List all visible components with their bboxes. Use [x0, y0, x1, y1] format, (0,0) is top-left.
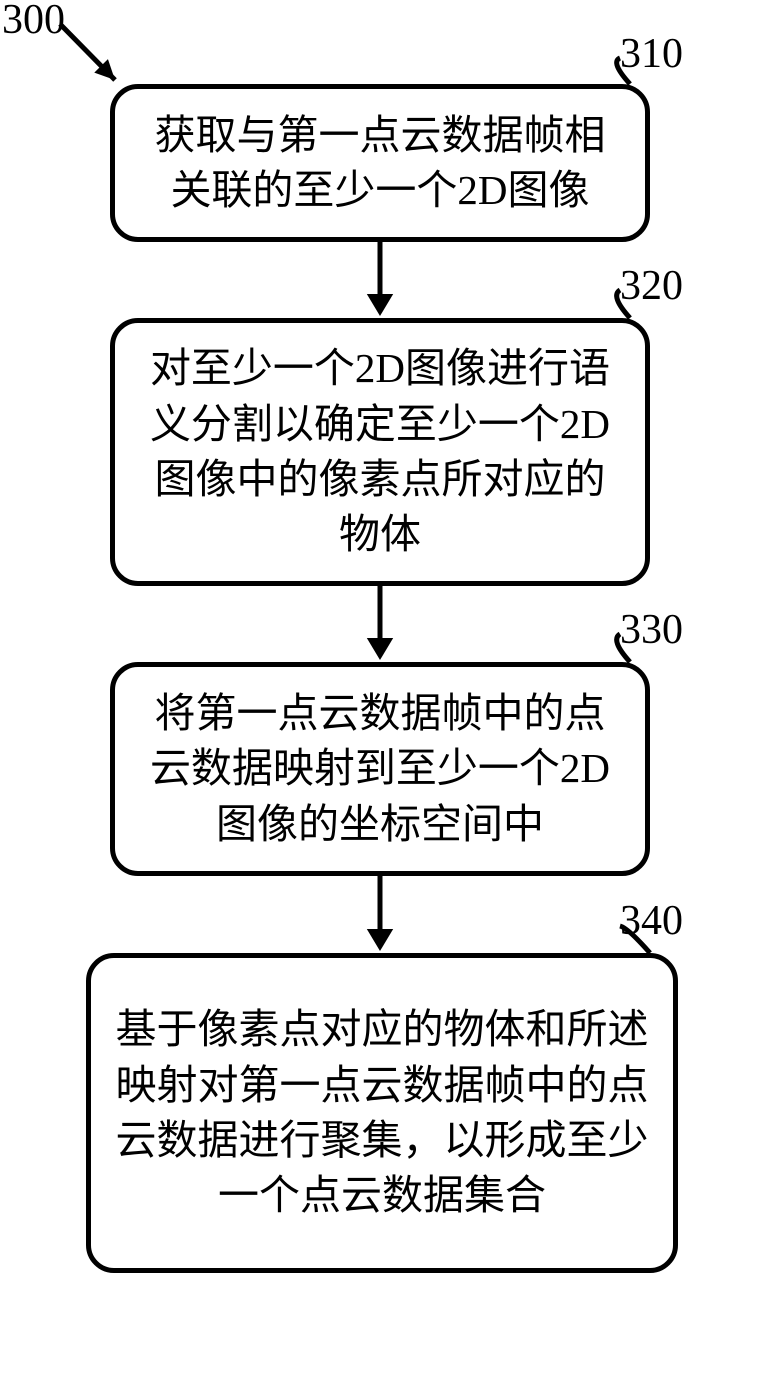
- flow-step-n310: 获取与第一点云数据帧相关联的至少一个2D图像: [110, 84, 650, 242]
- edge-arrow-2: [355, 874, 405, 955]
- title-arrow: [40, 4, 135, 100]
- leader-n320: [600, 280, 640, 328]
- flow-step-n320: 对至少一个2D图像进行语义分割以确定至少一个2D图像中的像素点所对应的物体: [110, 318, 650, 586]
- leader-n330: [600, 624, 640, 672]
- flow-step-n340: 基于像素点对应的物体和所述映射对第一点云数据帧中的点云数据进行聚集，以形成至少一…: [86, 953, 678, 1273]
- edge-arrow-1: [355, 584, 405, 664]
- leader-n310: [600, 48, 640, 94]
- edge-arrow-0: [355, 240, 405, 320]
- leader-n340: [610, 916, 660, 963]
- flow-step-n330: 将第一点云数据帧中的点云数据映射到至少一个2D图像的坐标空间中: [110, 662, 650, 876]
